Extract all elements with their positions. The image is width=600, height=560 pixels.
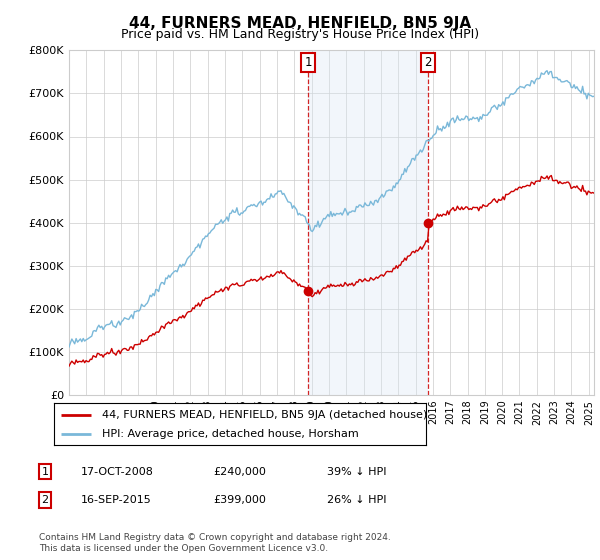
Text: £240,000: £240,000 (213, 466, 266, 477)
Text: 17-OCT-2008: 17-OCT-2008 (81, 466, 154, 477)
Text: Price paid vs. HM Land Registry's House Price Index (HPI): Price paid vs. HM Land Registry's House … (121, 28, 479, 41)
Text: 39% ↓ HPI: 39% ↓ HPI (327, 466, 386, 477)
Text: £399,000: £399,000 (213, 495, 266, 505)
Text: 1: 1 (304, 55, 311, 68)
Text: 2: 2 (41, 495, 49, 505)
Text: Contains HM Land Registry data © Crown copyright and database right 2024.
This d: Contains HM Land Registry data © Crown c… (39, 533, 391, 553)
Text: 16-SEP-2015: 16-SEP-2015 (81, 495, 152, 505)
Text: 26% ↓ HPI: 26% ↓ HPI (327, 495, 386, 505)
Text: HPI: Average price, detached house, Horsham: HPI: Average price, detached house, Hors… (103, 429, 359, 439)
Text: 2: 2 (424, 55, 431, 68)
Bar (308, 50, 428, 395)
Text: 44, FURNERS MEAD, HENFIELD, BN5 9JA: 44, FURNERS MEAD, HENFIELD, BN5 9JA (129, 16, 471, 31)
Text: 44, FURNERS MEAD, HENFIELD, BN5 9JA (detached house): 44, FURNERS MEAD, HENFIELD, BN5 9JA (det… (103, 409, 428, 419)
Text: 1: 1 (41, 466, 49, 477)
